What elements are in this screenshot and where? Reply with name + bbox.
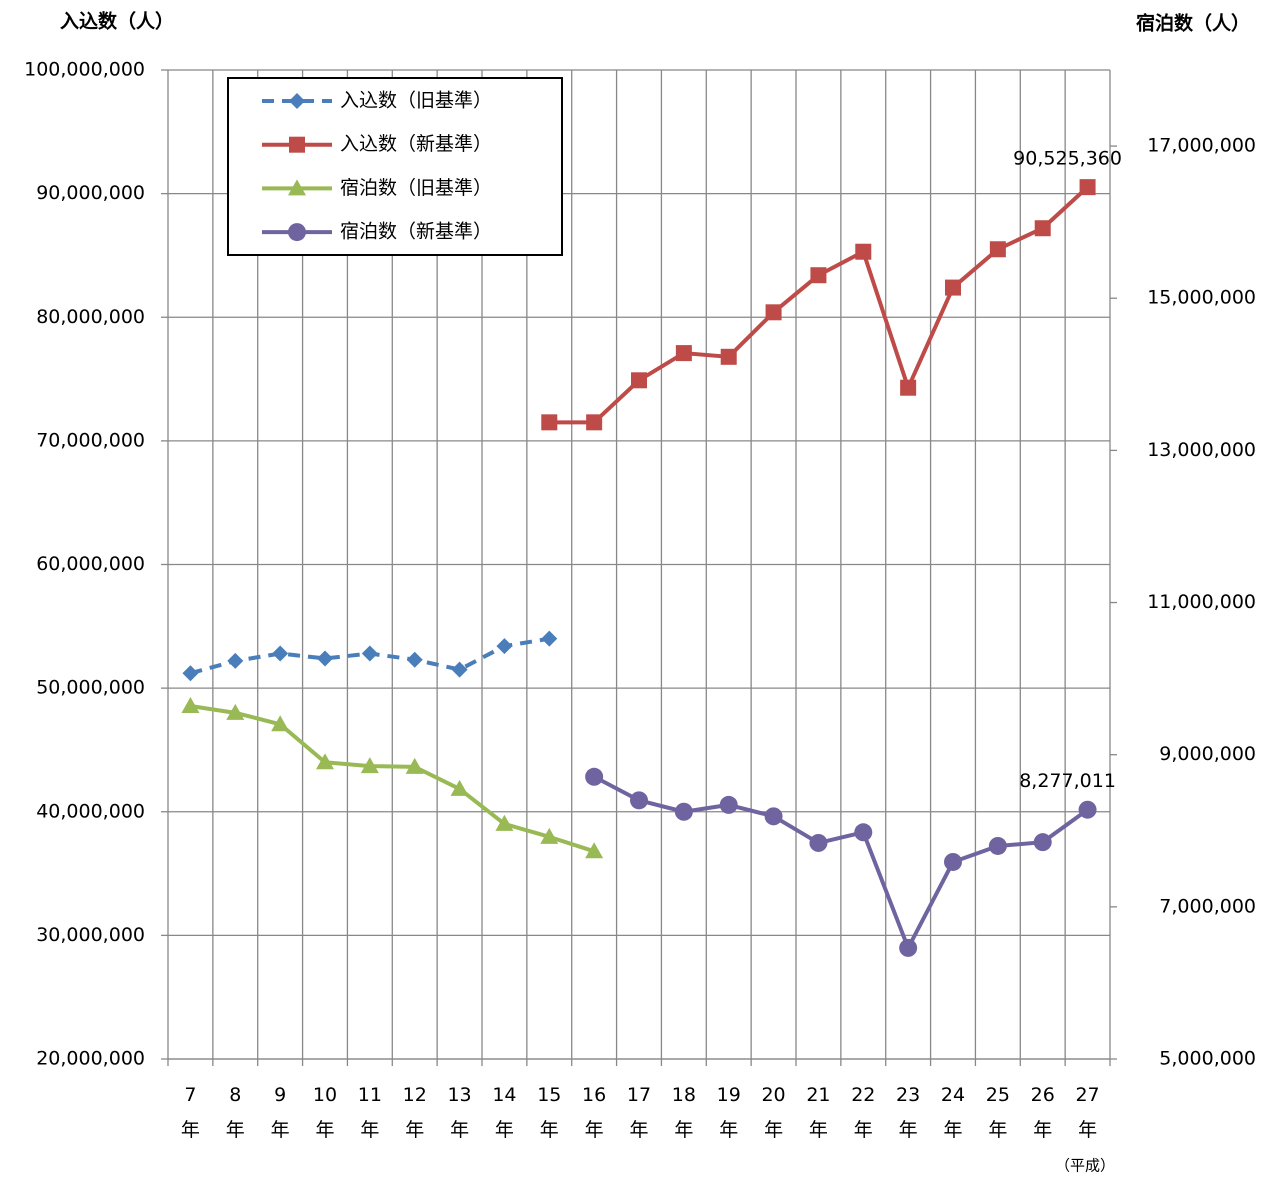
marker — [272, 645, 289, 662]
y-tick-label: 70,000,000 — [36, 429, 145, 451]
marker — [675, 345, 692, 362]
marker — [289, 93, 305, 109]
legend-label: 宿泊数（新基準） — [340, 221, 492, 243]
x-tick-label: 27 年 — [1075, 1084, 1099, 1141]
marker — [720, 348, 737, 365]
marker — [496, 638, 513, 655]
y-tick-label: 100,000,000 — [24, 59, 145, 81]
marker — [405, 757, 424, 774]
marker — [361, 645, 378, 662]
marker — [317, 650, 333, 667]
legend-label: 宿泊数（旧基準） — [340, 177, 492, 199]
x-tick-label: 18 年 — [672, 1084, 696, 1141]
x-tick-label: 25 年 — [986, 1084, 1010, 1141]
marker — [585, 842, 604, 859]
x-tick-label: 11 年 — [358, 1084, 382, 1141]
marker — [227, 652, 244, 669]
marker — [765, 304, 782, 321]
marker — [585, 767, 604, 786]
marker — [989, 241, 1006, 258]
x-tick-label: 23 年 — [896, 1084, 920, 1141]
marker — [360, 757, 379, 774]
x-tick-label: 10 年 — [313, 1084, 337, 1141]
marker — [288, 179, 306, 196]
marker — [288, 223, 306, 242]
y-tick-label: 90,000,000 — [36, 182, 145, 204]
legend-label: 入込数（旧基準） — [340, 90, 492, 112]
marker — [271, 715, 290, 732]
x-tick-label: 17 年 — [627, 1084, 651, 1141]
marker — [809, 833, 828, 852]
marker — [855, 243, 872, 260]
legend-label: 入込数（新基準） — [340, 133, 492, 155]
marker — [764, 807, 783, 826]
marker — [586, 414, 603, 431]
marker — [289, 136, 305, 153]
series-line — [190, 704, 595, 854]
x-tick-label: 16 年 — [582, 1084, 606, 1141]
x-tick-label: 14 年 — [492, 1084, 516, 1141]
x-axis-title: （平成） — [1055, 1157, 1115, 1175]
data-label: 8,277,011 — [1019, 770, 1116, 792]
x-tick-label: 21 年 — [806, 1084, 830, 1141]
y-axis-title: 入込数（人） — [60, 10, 174, 33]
y-tick-label: 60,000,000 — [36, 553, 145, 575]
x-tick-label: 15 年 — [537, 1084, 561, 1141]
marker — [450, 779, 469, 796]
marker — [541, 414, 558, 431]
y2-tick-label: 7,000,000 — [1159, 895, 1256, 917]
marker — [1033, 833, 1052, 852]
marker — [451, 661, 468, 678]
marker — [719, 795, 738, 814]
marker — [988, 836, 1007, 855]
marker — [1034, 220, 1051, 237]
y2-tick-label: 9,000,000 — [1159, 743, 1256, 765]
legend-box — [227, 77, 563, 256]
x-tick-label: 26 年 — [1031, 1084, 1055, 1141]
series-line — [549, 185, 1089, 425]
marker — [316, 753, 334, 770]
marker — [899, 938, 918, 957]
marker — [541, 630, 558, 647]
marker — [900, 379, 917, 396]
y-tick-label: 50,000,000 — [36, 677, 145, 699]
marker — [945, 279, 961, 296]
y-tick-label: 40,000,000 — [36, 800, 145, 822]
data-label: 90,525,360 — [1013, 148, 1122, 170]
y2-tick-label: 15,000,000 — [1147, 287, 1256, 309]
y2-tick-label: 5,000,000 — [1159, 1048, 1256, 1070]
marker — [495, 814, 514, 831]
marker — [182, 665, 199, 682]
y-tick-label: 30,000,000 — [36, 924, 145, 946]
marker — [181, 697, 200, 714]
y2-tick-label: 17,000,000 — [1147, 135, 1256, 157]
y2-tick-label: 13,000,000 — [1147, 439, 1256, 461]
marker — [674, 802, 693, 821]
marker — [226, 703, 245, 720]
marker — [631, 372, 647, 389]
x-tick-label: 24 年 — [941, 1084, 965, 1141]
x-tick-label: 13 年 — [447, 1084, 471, 1141]
x-tick-label: 20 年 — [761, 1084, 785, 1141]
y-tick-label: 80,000,000 — [36, 306, 145, 328]
marker — [630, 791, 648, 810]
marker — [944, 852, 962, 871]
marker — [854, 823, 873, 842]
marker — [1079, 179, 1096, 196]
x-tick-label: 19 年 — [717, 1084, 741, 1141]
x-tick-label: 12 年 — [403, 1084, 427, 1141]
marker — [1078, 800, 1097, 819]
y2-axis-title: 宿泊数（人） — [1136, 12, 1250, 35]
marker — [810, 267, 827, 284]
marker — [406, 651, 423, 668]
y-tick-label: 20,000,000 — [36, 1048, 145, 1070]
y2-tick-label: 11,000,000 — [1147, 591, 1256, 613]
x-tick-label: 22 年 — [851, 1084, 875, 1141]
marker — [540, 827, 559, 844]
